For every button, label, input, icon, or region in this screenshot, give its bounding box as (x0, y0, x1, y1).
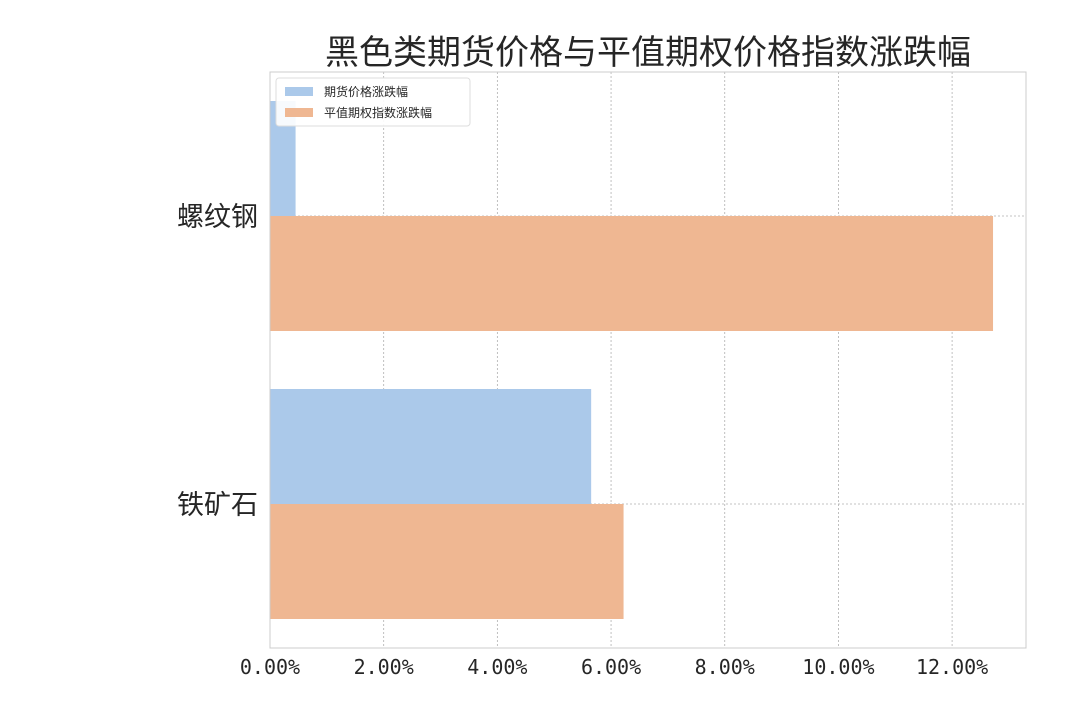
legend: 期货价格涨跌幅 平值期权指数涨跌幅 (275, 77, 471, 127)
x-tick-label: 8.00% (695, 655, 755, 679)
x-tick-labels: 0.00% 2.00% 4.00% 6.00% 8.00% 10.00% 12.00% (240, 655, 988, 679)
bars (270, 101, 994, 619)
plot-frame (269, 71, 1027, 649)
legend-label-futures: 期货价格涨跌幅 (324, 84, 408, 99)
legend-swatch-options (285, 108, 313, 117)
legend-label-options: 平值期权指数涨跌幅 (324, 105, 432, 120)
category-label: 螺纹钢 (177, 202, 258, 233)
x-tick-label: 4.00% (467, 655, 527, 679)
bar-options-0 (270, 216, 994, 331)
x-tick-label: 10.00% (802, 655, 874, 679)
category-label: 铁矿石 (177, 490, 258, 521)
chart-title: 黑色类期货价格与平值期权价格指数涨跌幅 (325, 33, 971, 73)
x-tick-label: 2.00% (354, 655, 414, 679)
x-tick-label: 0.00% (240, 655, 300, 679)
bar-options-1 (270, 504, 624, 619)
legend-frame (275, 77, 471, 127)
x-tick-label: 12.00% (916, 655, 988, 679)
legend-swatch-futures (285, 87, 313, 96)
bar-futures-1 (270, 389, 592, 504)
x-tick-label: 6.00% (581, 655, 641, 679)
